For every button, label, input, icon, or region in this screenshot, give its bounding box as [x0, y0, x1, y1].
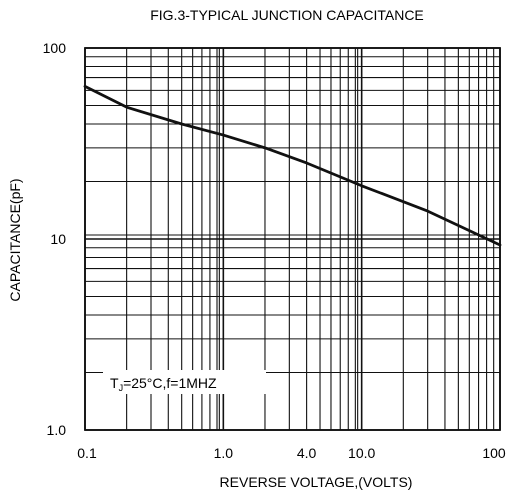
x-axis-label: REVERSE VOLTAGE,(VOLTS) [220, 474, 413, 490]
x-tick-label: 1.0 [214, 445, 234, 461]
x-tick-label: 0.1 [77, 445, 97, 461]
y-tick-label: 100 [43, 40, 67, 56]
capacitance-curve [85, 86, 500, 245]
y-tick-label: 1.0 [47, 422, 67, 438]
x-tick-label: 10.0 [348, 445, 375, 461]
annotation: TJ=25°C,f=1MHZ [103, 370, 266, 394]
y-tick-label: 10 [50, 231, 66, 247]
chart-title: FIG.3-TYPICAL JUNCTION CAPACITANCE [150, 7, 424, 23]
y-tick-labels: 1.0 10 100 [43, 40, 67, 438]
x-tick-label: 100 [482, 445, 506, 461]
x-tick-labels: 0.1 1.0 4.0 10.0 100 [77, 445, 506, 461]
y-axis-label: CAPACITANCE(pF) [7, 178, 23, 301]
annotation-text: TJ=25°C,f=1MHZ [110, 375, 217, 393]
series-layer [85, 86, 500, 245]
x-tick-label: 4.0 [297, 445, 317, 461]
